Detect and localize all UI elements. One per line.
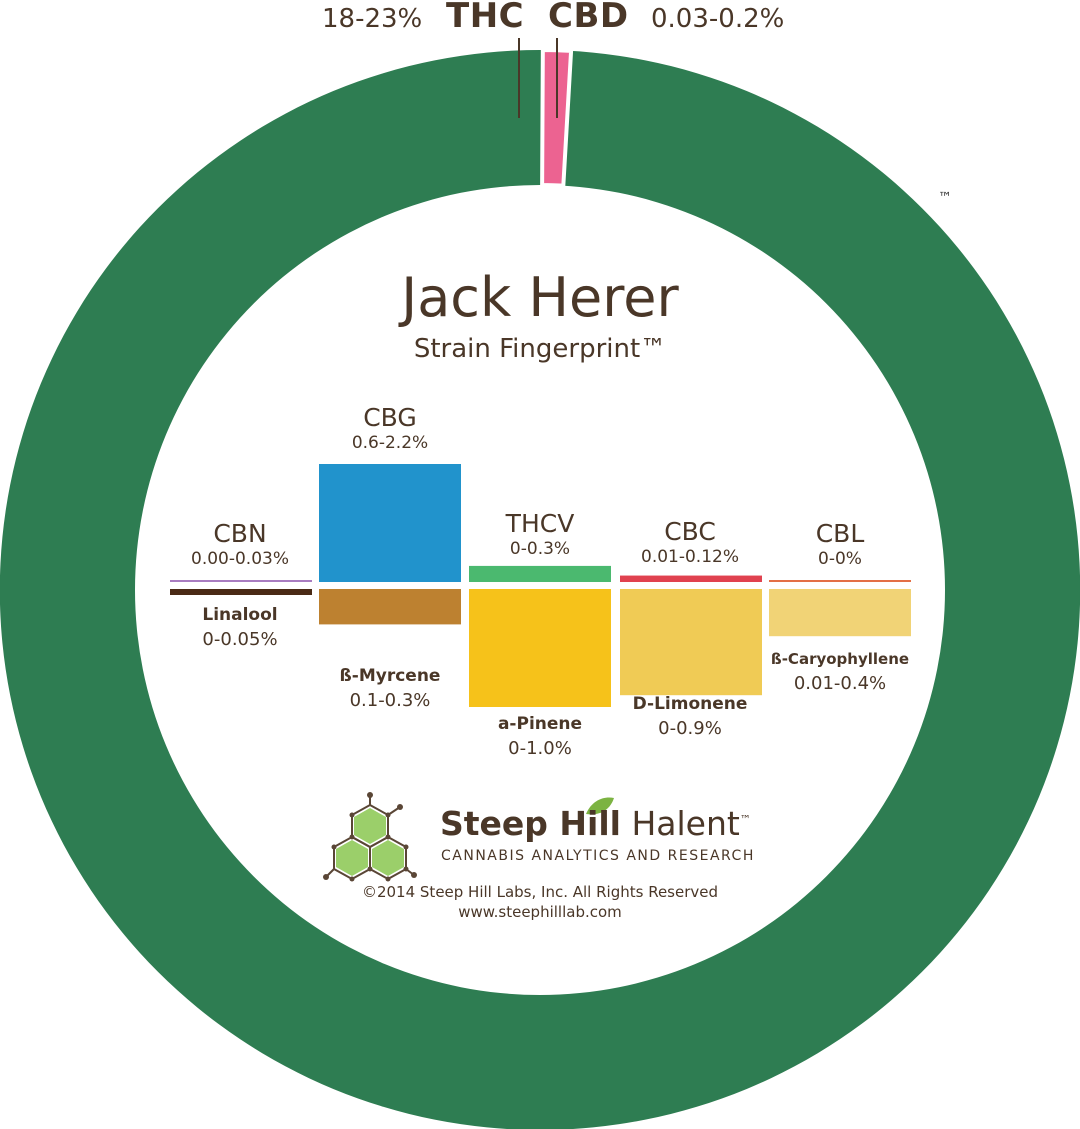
cbg-name: CBG xyxy=(363,403,417,432)
bar--myrcene xyxy=(319,589,461,625)
bar-cbg xyxy=(319,464,461,582)
thcv-range: 0-0.3% xyxy=(509,539,571,559)
cbc-label-group: CBC 0.01-0.12% xyxy=(600,518,780,568)
trademark-mark: ™ xyxy=(938,190,952,206)
linalool-range: 0-0.05% xyxy=(202,629,278,650)
cbd-label: CBD xyxy=(548,0,629,36)
brand-light: Halent xyxy=(631,804,740,843)
caryophyllene-name: ß-Caryophyllene xyxy=(770,650,910,668)
bar-linalool xyxy=(170,589,312,595)
bar-d-limonene xyxy=(620,589,762,696)
chart-subtitle: Strain Fingerprint™ xyxy=(413,334,667,364)
pinene-label-group: a-Pinene 0-1.0% xyxy=(450,712,630,762)
linalool-label-group: Linalool 0-0.05% xyxy=(150,603,330,653)
brand-bold: Steep Hill xyxy=(440,804,621,843)
website-url: www.steephilllab.com xyxy=(458,903,622,921)
cbc-name: CBC xyxy=(664,517,716,546)
bar-group xyxy=(170,464,911,707)
cbc-range: 0.01-0.12% xyxy=(641,547,739,567)
caryophyllene-label-group: ß-Caryophyllene 0.01-0.4% xyxy=(750,647,930,697)
cbg-range: 0.6-2.2% xyxy=(351,433,429,453)
brand-tm: ™ xyxy=(739,813,751,826)
bar-thcv xyxy=(469,565,611,582)
bar-cbn xyxy=(170,580,312,582)
bar-a-pinene xyxy=(469,589,611,707)
brand-logo: Steep Hill Halent™ xyxy=(440,804,751,843)
thcv-name: THCV xyxy=(505,509,575,538)
thc-range-label: 18-23% xyxy=(322,4,423,34)
bar-cbc xyxy=(620,575,762,582)
myrcene-range: 0.1-0.3% xyxy=(349,690,431,711)
linalool-name: Linalool xyxy=(202,605,278,625)
cbl-label-group: CBL 0-0% xyxy=(750,520,930,570)
limonene-range: 0-0.9% xyxy=(658,718,722,739)
brand-tagline: CANNABIS ANALYTICS AND RESEARCH xyxy=(441,848,755,864)
chart-title: Jack Herer xyxy=(401,266,679,329)
copyright-text: ©2014 Steep Hill Labs, Inc. All Rights R… xyxy=(361,883,719,901)
myrcene-name: ß-Myrcene xyxy=(339,666,441,686)
limonene-label-group: D-Limonene 0-0.9% xyxy=(600,692,780,742)
bar-cbl xyxy=(769,580,911,582)
cbn-label-group: CBN 0.00-0.03% xyxy=(150,520,330,570)
caryophyllene-range: 0.01-0.4% xyxy=(793,673,887,694)
cbl-range: 0-0% xyxy=(818,549,862,569)
cbg-label-group: CBG 0.6-2.2% xyxy=(300,404,480,454)
cbn-name: CBN xyxy=(213,519,267,548)
pinene-name: a-Pinene xyxy=(497,714,583,734)
cbn-range: 0.00-0.03% xyxy=(191,549,289,569)
myrcene-label-group: ß-Myrcene 0.1-0.3% xyxy=(300,664,480,714)
thcv-label-group: THCV 0-0.3% xyxy=(450,510,630,560)
pinene-range: 0-1.0% xyxy=(508,738,572,759)
cbd-range-label: 0.03-0.2% xyxy=(651,4,785,34)
bar--caryophyllene xyxy=(769,589,911,637)
thc-label: THC xyxy=(446,0,525,36)
leaf-icon xyxy=(586,797,614,815)
cbl-name: CBL xyxy=(815,519,865,548)
hexagon-molecule-icon xyxy=(323,792,417,882)
limonene-name: D-Limonene xyxy=(632,694,748,714)
